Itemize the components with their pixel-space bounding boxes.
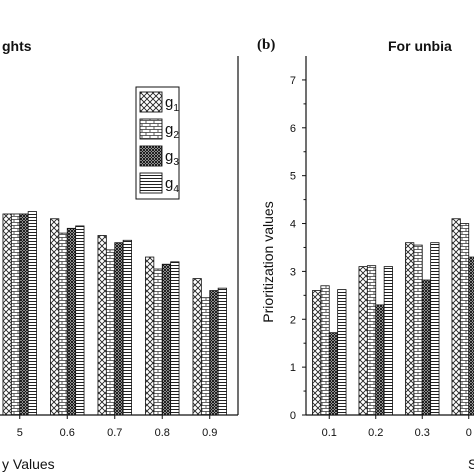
panel-b-y-tick-label: 5 [290,171,296,183]
panel-b-y-tick-label: 1 [290,362,296,374]
panel-a-bar-g4-1 [75,225,85,416]
panel-a-bar-g4-0 [27,211,37,416]
panel-b-label: (b) [257,37,275,53]
panel-b-bar-g2-0 [320,285,330,416]
panel-b-y-tick-label: 3 [290,266,296,278]
panel-b-axes [305,56,474,416]
panel-b-x-tick-label: 0 [466,427,472,439]
panel-b-bar-g1-2 [405,242,415,416]
legend-swatch-2 [139,118,163,140]
panel-b: (b) For unbia Prioritization values 0 1 2 3… [257,37,474,472]
legend-label-sub: 2 [173,130,179,141]
legend-label-base: g [165,175,173,192]
panel-b-bar-g3-2 [421,279,432,416]
legend-label-base: g [165,94,173,111]
panel-b-bar-g2-2 [413,244,423,416]
panel-b-bar-g4-1 [383,266,393,416]
panel-a-bar-g1-3 [145,256,155,416]
panel-b-x-tick-label: 0.3 [415,427,430,439]
panel-b-bar-g4-2 [430,242,440,416]
panel-b-y-axis-title: Prioritization values [260,201,276,322]
panel-a-bar-g1-4 [192,278,202,416]
panel-b-bar-g3-3 [468,256,474,416]
legend-label-base: g [165,148,173,165]
legend-label-base: g [165,121,173,138]
panel-a-axes [0,56,239,416]
panel-a-bar-g1-0 [2,213,12,416]
panel-b-bar-g1-0 [312,290,322,416]
panel-b-y-tick-label: 0 [290,410,296,422]
panel-a-bar-g3-1 [66,227,77,416]
panel-a-x-axis-title: y Values [2,456,55,472]
panel-b-y-tick-label: 6 [290,123,296,135]
panel-a-bar-g4-4 [217,287,227,416]
panel-a-bar-g3-4 [209,290,219,416]
panel-a-bar-g2-4 [200,297,211,416]
panel-a-bar-g4-3 [170,261,180,416]
panel-b-y-tick-label: 2 [290,314,296,326]
panel-b-x-tick-label: 0.1 [322,427,337,439]
legend-label-sub: 4 [173,184,179,195]
legend-label-1: g1 [165,94,179,114]
legend-label-2: g2 [165,121,179,141]
panel-b-bar-g1-1 [358,266,368,416]
legend-label-4: g4 [165,175,179,195]
panel-a-bar-g3-2 [114,242,124,416]
panel-a-x-tick-label: 0.6 [60,427,75,439]
legend-label-sub: 1 [173,103,179,114]
panel-a-bar-g2-2 [105,249,116,416]
panel-a-x-tick-label: 0.7 [107,427,122,439]
legend-label-3: g3 [165,148,179,168]
panel-a-bar-g4-2 [122,239,132,416]
legend-swatch-4 [139,172,163,194]
legend-swatch-1 [139,91,163,113]
panel-b-bar-g2-3 [459,223,470,416]
panel-b-x-ticks: 0.1 0.2 0.3 0 [322,415,472,439]
panel-a-x-tick-label: 5 [17,427,23,439]
panel-a-bar-g3-3 [161,263,172,416]
panel-b-bar-g3-0 [328,332,339,416]
panel-a-bar-g2-0 [10,213,21,416]
panel-a-bar-g2-1 [58,232,68,416]
panel-a-bar-g1-2 [97,235,107,416]
panel-a-bars [2,211,227,416]
panel-b-bar-g2-1 [366,265,377,416]
panel-a-x-tick-label: 0.9 [202,427,217,439]
panel-a-x-tick-label: 0.8 [155,427,170,439]
panel-b-bars [312,218,474,416]
panel-b-x-tick-label: 0.2 [368,427,383,439]
panel-a-title: ghts [2,38,32,54]
panel-a-bar-g3-0 [19,213,29,416]
panel-a-x-ticks: 5 0.6 0.7 0.8 0.9 [17,415,217,439]
panel-b-bar-g4-0 [337,289,347,416]
legend-label-sub: 3 [173,157,179,168]
legend-swatch-3 [139,145,163,167]
panel-b-y-tick-label: 7 [290,75,296,87]
panel-b-y-tick-label: 4 [290,219,296,231]
panel-b-title: For unbia [388,38,452,54]
panel-b-bar-g1-3 [451,218,461,416]
panel-a-bar-g2-3 [153,268,163,416]
panel-b-y-ticks: 0 1 2 3 4 5 6 7 [290,75,306,422]
panel-b-bar-g3-1 [375,304,385,416]
panel-b-x-axis-title: S [468,456,474,472]
panel-a-bar-g1-1 [50,218,60,416]
